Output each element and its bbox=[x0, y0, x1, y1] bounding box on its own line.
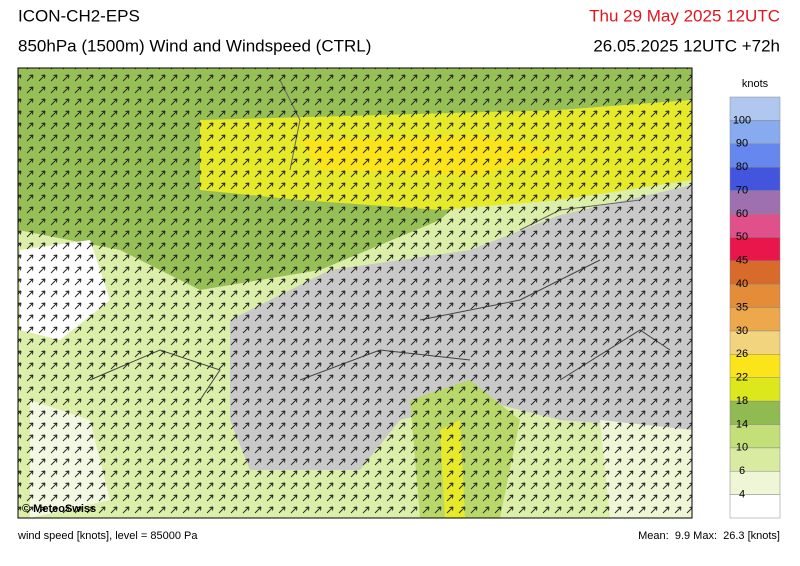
colorbar-label: 4 bbox=[739, 489, 745, 501]
colorbar-box bbox=[729, 470, 781, 495]
colorbar-label: 14 bbox=[736, 418, 748, 430]
colorbar-box bbox=[729, 96, 781, 121]
colorbar-label: 60 bbox=[736, 208, 748, 220]
map-frame bbox=[17, 67, 693, 519]
valid-time: Thu 29 May 2025 12UTC bbox=[589, 6, 780, 25]
colorbar: 4 6 10 14 18 22 26 30 35 40 45 50 60 70 80 90 100 bbox=[729, 96, 781, 519]
colorbar-label: 18 bbox=[736, 395, 748, 407]
colorbar-label: 70 bbox=[736, 184, 748, 196]
colorbar-label: 90 bbox=[736, 138, 748, 150]
colorbar-box bbox=[729, 494, 781, 519]
colorbar-label: 80 bbox=[736, 161, 748, 173]
colorbar-label: 26 bbox=[736, 348, 748, 360]
run-time: 26.05.2025 12UTC +72h bbox=[593, 36, 780, 55]
legend-unit: knots bbox=[742, 78, 769, 90]
colorbar-label: 10 bbox=[736, 442, 748, 454]
footer-stats: Mean: 9.9 Max: 26.3 [knots] bbox=[638, 530, 780, 542]
colorbar-label: 30 bbox=[736, 325, 748, 337]
map-title: 850hPa (1500m) Wind and Windspeed (CTRL) bbox=[18, 36, 371, 55]
colorbar-label: 50 bbox=[736, 231, 748, 243]
colorbar-label: 45 bbox=[736, 255, 748, 267]
colorbar-label: 40 bbox=[736, 278, 748, 290]
model-name: ICON-CH2-EPS bbox=[18, 6, 140, 25]
footer-description: wind speed [knots], level = 85000 Pa bbox=[17, 530, 198, 542]
colorbar-label: 22 bbox=[736, 372, 748, 384]
colorbar-label: 35 bbox=[736, 301, 748, 313]
credit: © MeteoSwiss bbox=[22, 503, 96, 515]
colorbar-label: 100 bbox=[733, 114, 751, 126]
colorbar-label: 6 bbox=[739, 465, 745, 477]
map bbox=[18, 68, 692, 518]
